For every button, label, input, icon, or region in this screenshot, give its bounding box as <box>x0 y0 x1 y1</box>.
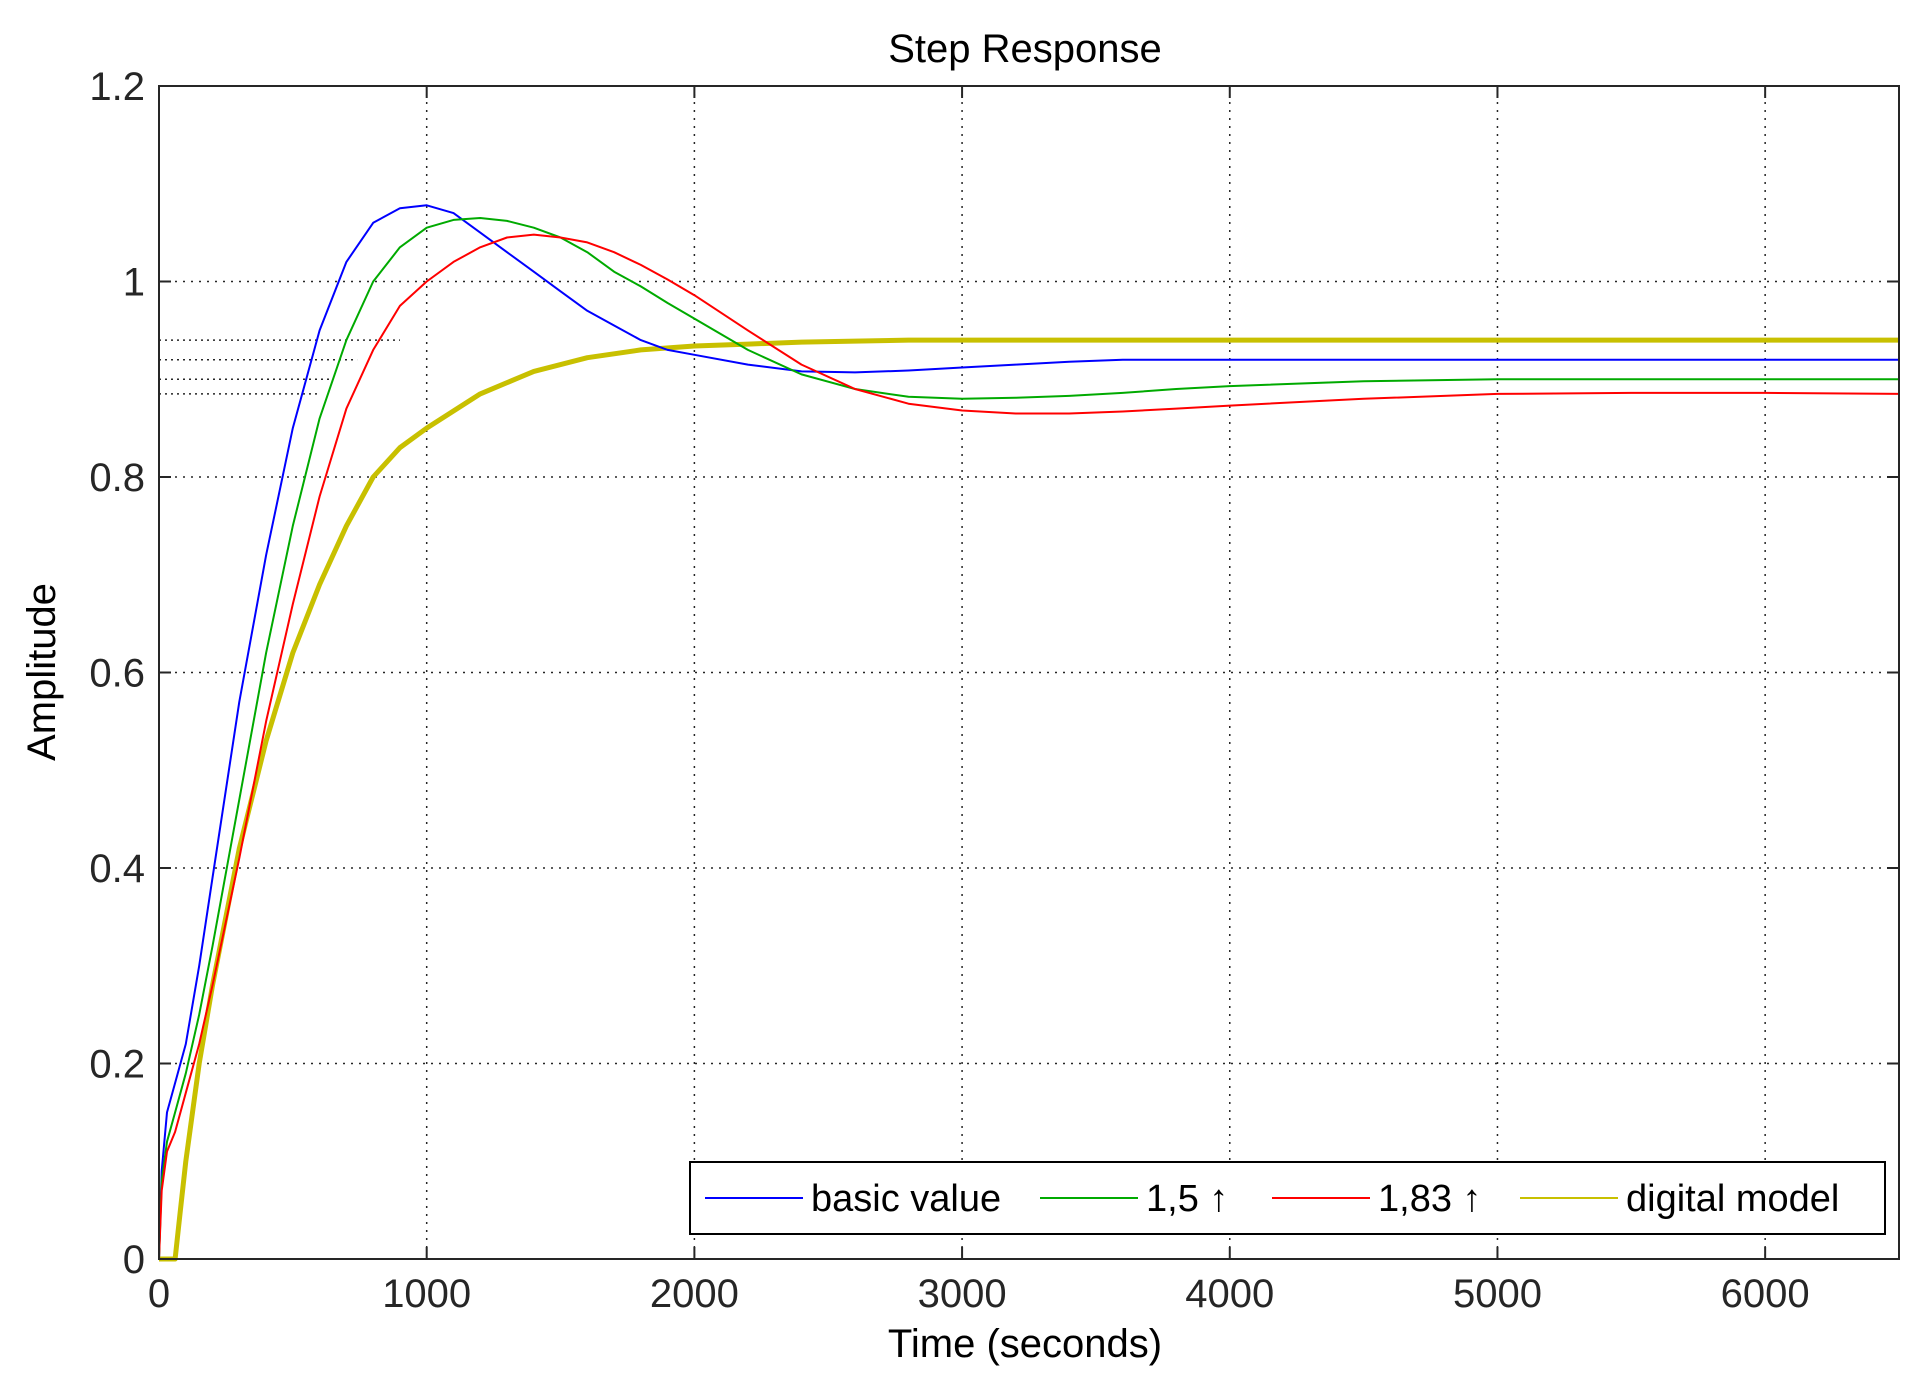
chart-title: Step Response <box>888 27 1162 71</box>
axis-ticks: 0 1000 2000 3000 4000 5000 6000 0 0.2 0.4 0.6 0.8 1 1… <box>89 65 1899 1316</box>
legend-label: digital model <box>1626 1178 1839 1220</box>
y-tick-label: 1 <box>123 261 145 305</box>
y-tick-label: 0 <box>123 1238 145 1282</box>
x-axis-label: Time (seconds) <box>888 1322 1162 1366</box>
y-tick-label: 1.2 <box>89 65 145 109</box>
plot-area <box>159 86 1899 1259</box>
steady-state-lines <box>159 339 400 395</box>
y-tick-label: 0.2 <box>89 1043 145 1087</box>
x-tick-label: 0 <box>148 1272 170 1316</box>
x-tick-label: 3000 <box>918 1272 1007 1316</box>
series-lines <box>158 204 1900 1262</box>
y-axis-label: Amplitude <box>20 583 64 761</box>
legend-label: 1,83 ↑ <box>1378 1178 1482 1220</box>
series-line-4 <box>159 337 1899 1262</box>
x-tick-label: 4000 <box>1185 1272 1274 1316</box>
x-tick-label: 6000 <box>1721 1272 1810 1316</box>
series-line-1 <box>158 204 1899 1260</box>
y-tick-label: 0.6 <box>89 652 145 696</box>
legend-label: 1,5 ↑ <box>1146 1178 1228 1220</box>
legend-label: basic value <box>811 1178 1001 1220</box>
y-tick-label: 0.8 <box>89 456 145 500</box>
y-tick-label: 0.4 <box>89 847 145 891</box>
legend: basic value 1,5 ↑ 1,83 ↑ digital model <box>689 1161 1886 1235</box>
x-tick-label: 2000 <box>650 1272 739 1316</box>
grid-lines <box>159 86 1899 1259</box>
x-tick-label: 1000 <box>382 1272 471 1316</box>
x-tick-label: 5000 <box>1453 1272 1542 1316</box>
series-line-2 <box>158 217 1899 1260</box>
series-line-3 <box>158 233 1900 1260</box>
